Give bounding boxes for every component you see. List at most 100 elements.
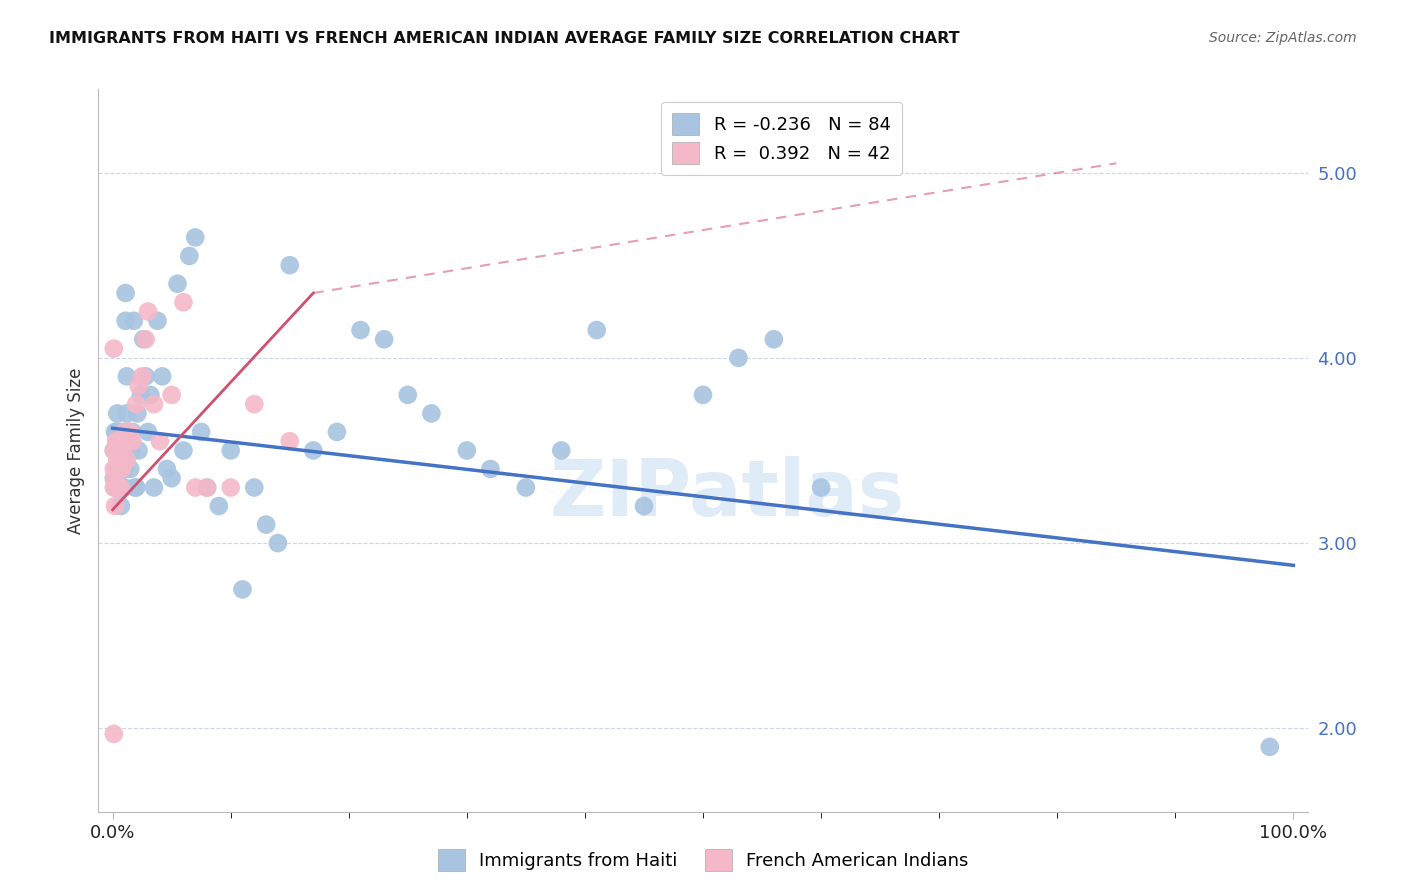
- Point: [278, 434, 301, 449]
- Point: [103, 471, 125, 485]
- Point: [132, 332, 155, 346]
- Point: [219, 443, 242, 458]
- Point: [118, 425, 141, 439]
- Point: [104, 499, 127, 513]
- Point: [156, 462, 179, 476]
- Point: [107, 425, 129, 439]
- Point: [121, 434, 143, 449]
- Point: [104, 425, 127, 439]
- Point: [108, 481, 131, 495]
- Point: [278, 258, 301, 272]
- Legend: Immigrants from Haiti, French American Indians: Immigrants from Haiti, French American I…: [430, 842, 976, 879]
- Point: [585, 323, 607, 337]
- Point: [136, 425, 159, 439]
- Point: [128, 378, 150, 392]
- Point: [107, 462, 129, 476]
- Point: [103, 443, 125, 458]
- Point: [160, 388, 183, 402]
- Point: [112, 481, 135, 495]
- Point: [184, 230, 207, 244]
- Point: [195, 481, 218, 495]
- Point: [179, 249, 201, 263]
- Point: [108, 462, 131, 476]
- Point: [129, 388, 152, 402]
- Point: [150, 369, 173, 384]
- Point: [349, 323, 371, 337]
- Legend: R = -0.236   N = 84, R =  0.392   N = 42: R = -0.236 N = 84, R = 0.392 N = 42: [661, 102, 901, 175]
- Point: [160, 471, 183, 485]
- Point: [117, 425, 139, 439]
- Point: [117, 443, 139, 458]
- Point: [136, 304, 159, 318]
- Point: [105, 481, 128, 495]
- Point: [110, 481, 132, 495]
- Point: [121, 443, 143, 458]
- Point: [254, 517, 277, 532]
- Point: [105, 481, 128, 495]
- Point: [104, 481, 127, 495]
- Point: [108, 462, 131, 476]
- Point: [120, 425, 142, 439]
- Point: [104, 471, 127, 485]
- Point: [184, 481, 207, 495]
- Point: [103, 727, 125, 741]
- Point: [127, 406, 149, 420]
- Point: [105, 443, 128, 458]
- Point: [142, 397, 165, 411]
- Point: [105, 452, 128, 467]
- Point: [105, 462, 128, 476]
- Point: [114, 434, 136, 449]
- Point: [479, 462, 502, 476]
- Point: [195, 481, 218, 495]
- Point: [105, 443, 128, 458]
- Point: [326, 425, 349, 439]
- Point: [108, 434, 131, 449]
- Point: [110, 443, 132, 458]
- Point: [515, 481, 537, 495]
- Point: [111, 462, 134, 476]
- Point: [810, 481, 832, 495]
- Point: [396, 388, 419, 402]
- Point: [420, 406, 443, 420]
- Point: [115, 369, 138, 384]
- Point: [762, 332, 785, 346]
- Point: [110, 481, 132, 495]
- Point: [172, 295, 194, 310]
- Point: [302, 443, 325, 458]
- Text: ZIPatlas: ZIPatlas: [550, 456, 904, 532]
- Point: [125, 397, 148, 411]
- Point: [166, 277, 188, 291]
- Point: [114, 314, 136, 328]
- Point: [125, 481, 148, 495]
- Point: [139, 388, 162, 402]
- Point: [633, 499, 655, 513]
- Point: [110, 452, 132, 467]
- Point: [104, 443, 127, 458]
- Point: [112, 443, 135, 458]
- Point: [105, 434, 128, 449]
- Text: IMMIGRANTS FROM HAITI VS FRENCH AMERICAN INDIAN AVERAGE FAMILY SIZE CORRELATION : IMMIGRANTS FROM HAITI VS FRENCH AMERICAN…: [49, 31, 960, 46]
- Point: [108, 443, 131, 458]
- Point: [550, 443, 572, 458]
- Point: [146, 314, 169, 328]
- Point: [103, 481, 125, 495]
- Point: [105, 462, 128, 476]
- Point: [105, 434, 128, 449]
- Point: [107, 443, 129, 458]
- Point: [267, 536, 290, 550]
- Point: [692, 388, 714, 402]
- Y-axis label: Average Family Size: Average Family Size: [66, 368, 84, 533]
- Point: [219, 481, 242, 495]
- Point: [208, 499, 231, 513]
- Point: [105, 425, 128, 439]
- Point: [190, 425, 212, 439]
- Point: [142, 481, 165, 495]
- Point: [131, 369, 153, 384]
- Point: [107, 481, 129, 495]
- Point: [135, 332, 157, 346]
- Point: [243, 397, 266, 411]
- Point: [112, 443, 135, 458]
- Point: [112, 425, 135, 439]
- Text: Source: ZipAtlas.com: Source: ZipAtlas.com: [1209, 31, 1357, 45]
- Point: [107, 462, 129, 476]
